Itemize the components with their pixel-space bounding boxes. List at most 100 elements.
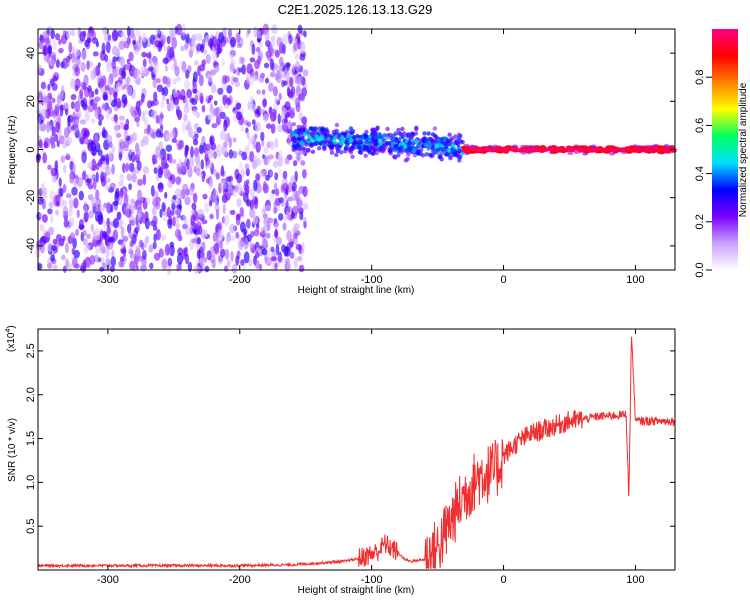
spectrogram-cell [47, 83, 51, 91]
spectrogram-cell [450, 136, 455, 141]
spectrogram-cell [107, 240, 114, 250]
spectrogram-cell [67, 136, 73, 145]
spectrogram-cell [136, 160, 142, 171]
spectrogram-cell [274, 172, 279, 181]
spectrogram-cell [199, 251, 205, 259]
spectrogram-cell [202, 193, 208, 200]
spectrogram-cell [405, 156, 410, 162]
spectrogram-cell [80, 262, 87, 274]
spectrogram-cell [156, 84, 164, 93]
spectrogram-cell [407, 132, 412, 137]
spectrogram-cell [278, 92, 282, 101]
spectrogram-cell [70, 78, 76, 89]
spectrogram-cell [166, 206, 171, 218]
spectrogram-cell [109, 265, 115, 273]
spectrogram-cell [652, 149, 659, 153]
spectrogram-cell [67, 115, 71, 127]
spectrogram-cell [214, 64, 220, 73]
spectrogram-cell [310, 126, 316, 132]
spectrogram-cell [243, 231, 247, 238]
spectrogram-cell [47, 257, 51, 269]
spectrogram-cell [98, 120, 102, 126]
spectrogram-cell [42, 152, 47, 164]
spectrogram-cell [38, 122, 44, 132]
spectrogram-cell [239, 206, 244, 217]
spectrogram-cell [228, 28, 232, 39]
spectrogram-cell [660, 150, 666, 154]
spectrogram-cell [400, 141, 406, 146]
spectrogram-cell [295, 243, 302, 251]
spectrogram-cell [236, 111, 243, 121]
spectrogram-cell [104, 164, 108, 171]
spectrogram-cell [134, 49, 139, 56]
spectrogram-cell [293, 128, 299, 134]
x-tick-label: -100 [361, 274, 383, 286]
spectrogram-cell [300, 127, 306, 132]
spectrogram-cell [151, 74, 156, 80]
spectrogram-cell [636, 145, 643, 149]
spectrogram-cell [58, 38, 62, 46]
spectrogram-cell [457, 148, 462, 154]
x-tick-label: 0 [500, 574, 506, 586]
spectrogram-cell [419, 147, 424, 153]
spectrogram-cell [80, 61, 86, 72]
spectrogram-cell [424, 152, 429, 157]
spectrogram-cell [606, 146, 613, 150]
spectrogram-cell [40, 241, 45, 254]
spectrogram-cell [230, 235, 236, 242]
spectrogram-cell [38, 139, 43, 149]
spectrogram-cell [62, 142, 67, 149]
spectrogram-cell [63, 219, 69, 228]
spectrogram-cell [185, 69, 190, 79]
spectrogram-cell [106, 225, 111, 235]
spectrogram-cell [268, 82, 274, 92]
spectrogram-cell [62, 206, 69, 217]
spectrogram-cell [301, 77, 306, 86]
spectrogram-cell [190, 214, 196, 226]
spectrogram-cell [107, 77, 113, 87]
spectrogram-cell [184, 253, 190, 265]
spectrogram-cell [303, 122, 307, 129]
spectrogram-cell [55, 33, 60, 41]
spectrogram-cell [102, 26, 108, 35]
spectrogram-cell [152, 61, 159, 74]
spectrogram-cell [453, 152, 459, 158]
spectrogram-cell [152, 241, 157, 250]
spectrogram-cell [109, 182, 116, 190]
spectrogram-cell [583, 146, 590, 150]
spectrogram-cell [86, 244, 91, 251]
spectrogram-cell [189, 97, 195, 103]
colorbar-label: Normalized spectral amplitude [738, 82, 749, 217]
spectrogram-cell [175, 222, 181, 229]
spectrogram-cell [546, 147, 553, 151]
spectrogram-cell [63, 164, 67, 174]
spectrogram-cell [87, 104, 94, 113]
spectrogram-cell [220, 248, 226, 258]
spectrogram-cell [629, 145, 636, 149]
spectrogram-cell [199, 64, 206, 72]
spectrogram-cell [116, 211, 122, 221]
spectrogram-cell [128, 183, 133, 191]
spectrogram-cell [144, 236, 148, 249]
spectrogram-cell [196, 111, 200, 119]
spectrogram-cell [250, 230, 255, 238]
spectrogram-cell [125, 154, 129, 162]
spectrogram-cell [243, 237, 249, 250]
spectrogram-cell [48, 45, 52, 51]
spectrogram-cell [169, 210, 175, 216]
spectrogram-cell [232, 137, 237, 143]
spectrogram-cell [637, 149, 644, 153]
spectrogram-cell [254, 260, 260, 269]
spectrogram-cell [173, 88, 178, 98]
spectrogram-cell [248, 242, 254, 249]
spectrogram-cell [232, 150, 238, 159]
spectrogram-cell [63, 127, 70, 138]
spectrogram-cell [182, 223, 188, 230]
spectrogram-cell [293, 257, 298, 269]
spectrogram-cell [254, 251, 260, 259]
spectrogram-cell [69, 176, 75, 184]
x-tick-label: -100 [361, 574, 383, 586]
spectrogram-cell [56, 95, 62, 105]
spectrogram-cell [289, 76, 294, 88]
spectrogram-cell [155, 28, 161, 35]
